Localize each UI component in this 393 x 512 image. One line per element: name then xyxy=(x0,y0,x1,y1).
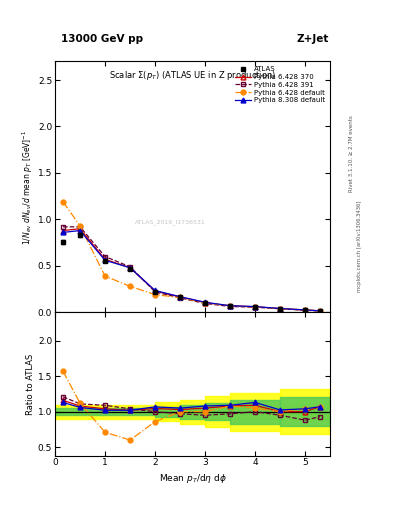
Text: 13000 GeV pp: 13000 GeV pp xyxy=(61,33,143,44)
Y-axis label: $1/N_{ev}$ $dN_{ev}/d$ mean $p_T$ [GeV]$^{-1}$: $1/N_{ev}$ $dN_{ev}/d$ mean $p_T$ [GeV]$… xyxy=(21,129,35,245)
Y-axis label: Ratio to ATLAS: Ratio to ATLAS xyxy=(26,353,35,415)
Text: mcplots.cern.ch [arXiv:1306.3436]: mcplots.cern.ch [arXiv:1306.3436] xyxy=(357,200,362,291)
Text: ATLAS_2019_I1736531: ATLAS_2019_I1736531 xyxy=(135,219,206,225)
X-axis label: Mean $p_T$/d$\eta$ d$\phi$: Mean $p_T$/d$\eta$ d$\phi$ xyxy=(159,472,226,485)
Text: Rivet 3.1.10, ≥ 2.7M events: Rivet 3.1.10, ≥ 2.7M events xyxy=(349,115,354,192)
Text: Z+Jet: Z+Jet xyxy=(297,33,329,44)
Legend: ATLAS, Pythia 6.428 370, Pythia 6.428 391, Pythia 6.428 default, Pythia 8.308 de: ATLAS, Pythia 6.428 370, Pythia 6.428 39… xyxy=(234,65,327,104)
Text: Scalar $\Sigma(p_T)$ (ATLAS UE in Z production): Scalar $\Sigma(p_T)$ (ATLAS UE in Z prod… xyxy=(109,69,276,82)
